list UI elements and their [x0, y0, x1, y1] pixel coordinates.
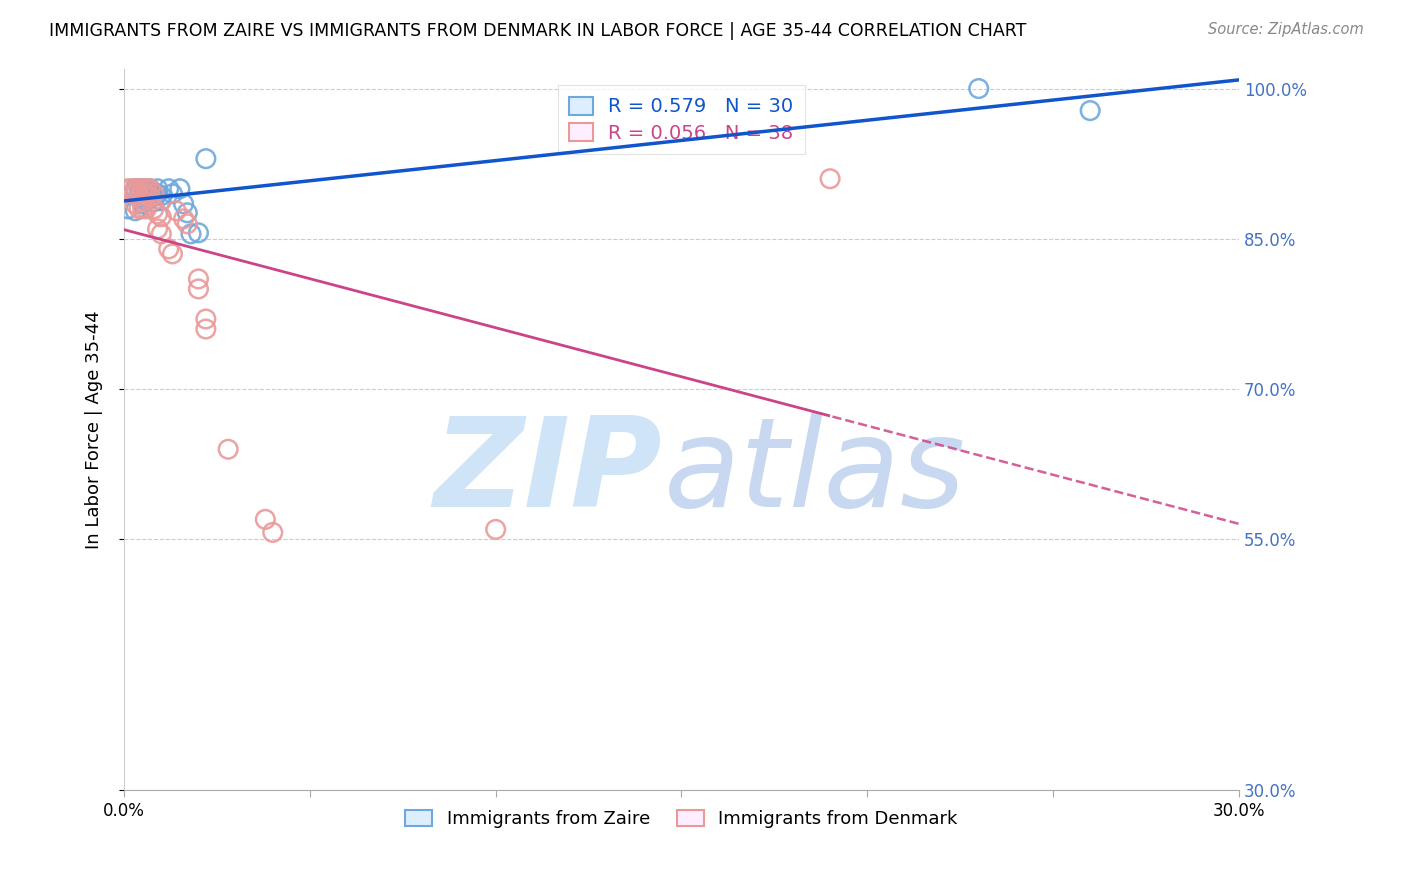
Point	[142, 190, 165, 204]
Point	[132, 190, 155, 204]
Point	[150, 227, 173, 241]
Point	[132, 186, 155, 201]
Text: IMMIGRANTS FROM ZAIRE VS IMMIGRANTS FROM DENMARK IN LABOR FORCE | AGE 35-44 CORR: IMMIGRANTS FROM ZAIRE VS IMMIGRANTS FROM…	[49, 22, 1026, 40]
Text: ZIP: ZIP	[433, 412, 662, 533]
Legend: Immigrants from Zaire, Immigrants from Denmark: Immigrants from Zaire, Immigrants from D…	[398, 802, 965, 835]
Point	[128, 182, 150, 196]
Point	[146, 222, 169, 236]
Point	[124, 186, 146, 201]
Point	[128, 186, 150, 201]
Point	[135, 182, 157, 196]
Point	[176, 206, 198, 220]
Point	[818, 171, 841, 186]
Point	[132, 196, 155, 211]
Point	[146, 207, 169, 221]
Text: Source: ZipAtlas.com: Source: ZipAtlas.com	[1208, 22, 1364, 37]
Point	[162, 247, 184, 261]
Point	[128, 188, 150, 202]
Point	[150, 210, 173, 224]
Point	[485, 523, 508, 537]
Point	[262, 525, 284, 540]
Point	[139, 182, 162, 196]
Point	[135, 186, 157, 201]
Point	[142, 186, 165, 201]
Point	[139, 190, 162, 204]
Point	[139, 182, 162, 196]
Point	[187, 282, 209, 296]
Point	[173, 196, 195, 211]
Point	[117, 202, 139, 216]
Point	[128, 182, 150, 196]
Point	[117, 182, 139, 196]
Point	[165, 203, 187, 218]
Point	[121, 186, 143, 201]
Point	[124, 182, 146, 196]
Point	[194, 312, 217, 326]
Point	[142, 202, 165, 216]
Point	[128, 202, 150, 216]
Point	[162, 186, 184, 201]
Point	[124, 196, 146, 211]
Point	[142, 194, 165, 209]
Point	[967, 81, 990, 95]
Point	[150, 188, 173, 202]
Point	[180, 227, 202, 241]
Y-axis label: In Labor Force | Age 35-44: In Labor Force | Age 35-44	[86, 310, 103, 549]
Point	[150, 194, 173, 208]
Point	[132, 182, 155, 196]
Point	[135, 194, 157, 208]
Point	[132, 202, 155, 216]
Point	[121, 182, 143, 196]
Point	[194, 152, 217, 166]
Point	[254, 512, 277, 526]
Point	[124, 203, 146, 218]
Point	[194, 322, 217, 336]
Point	[169, 182, 191, 196]
Point	[157, 242, 180, 256]
Point	[187, 272, 209, 286]
Point	[121, 186, 143, 201]
Point	[187, 226, 209, 240]
Point	[1078, 103, 1101, 118]
Point	[217, 442, 239, 457]
Point	[139, 186, 162, 200]
Point	[146, 186, 169, 201]
Point	[176, 217, 198, 231]
Point	[124, 182, 146, 196]
Point	[157, 182, 180, 196]
Point	[132, 182, 155, 196]
Point	[135, 182, 157, 196]
Point	[135, 202, 157, 216]
Text: atlas: atlas	[664, 412, 966, 533]
Point	[146, 182, 169, 196]
Point	[173, 211, 195, 226]
Point	[135, 188, 157, 202]
Point	[132, 194, 155, 208]
